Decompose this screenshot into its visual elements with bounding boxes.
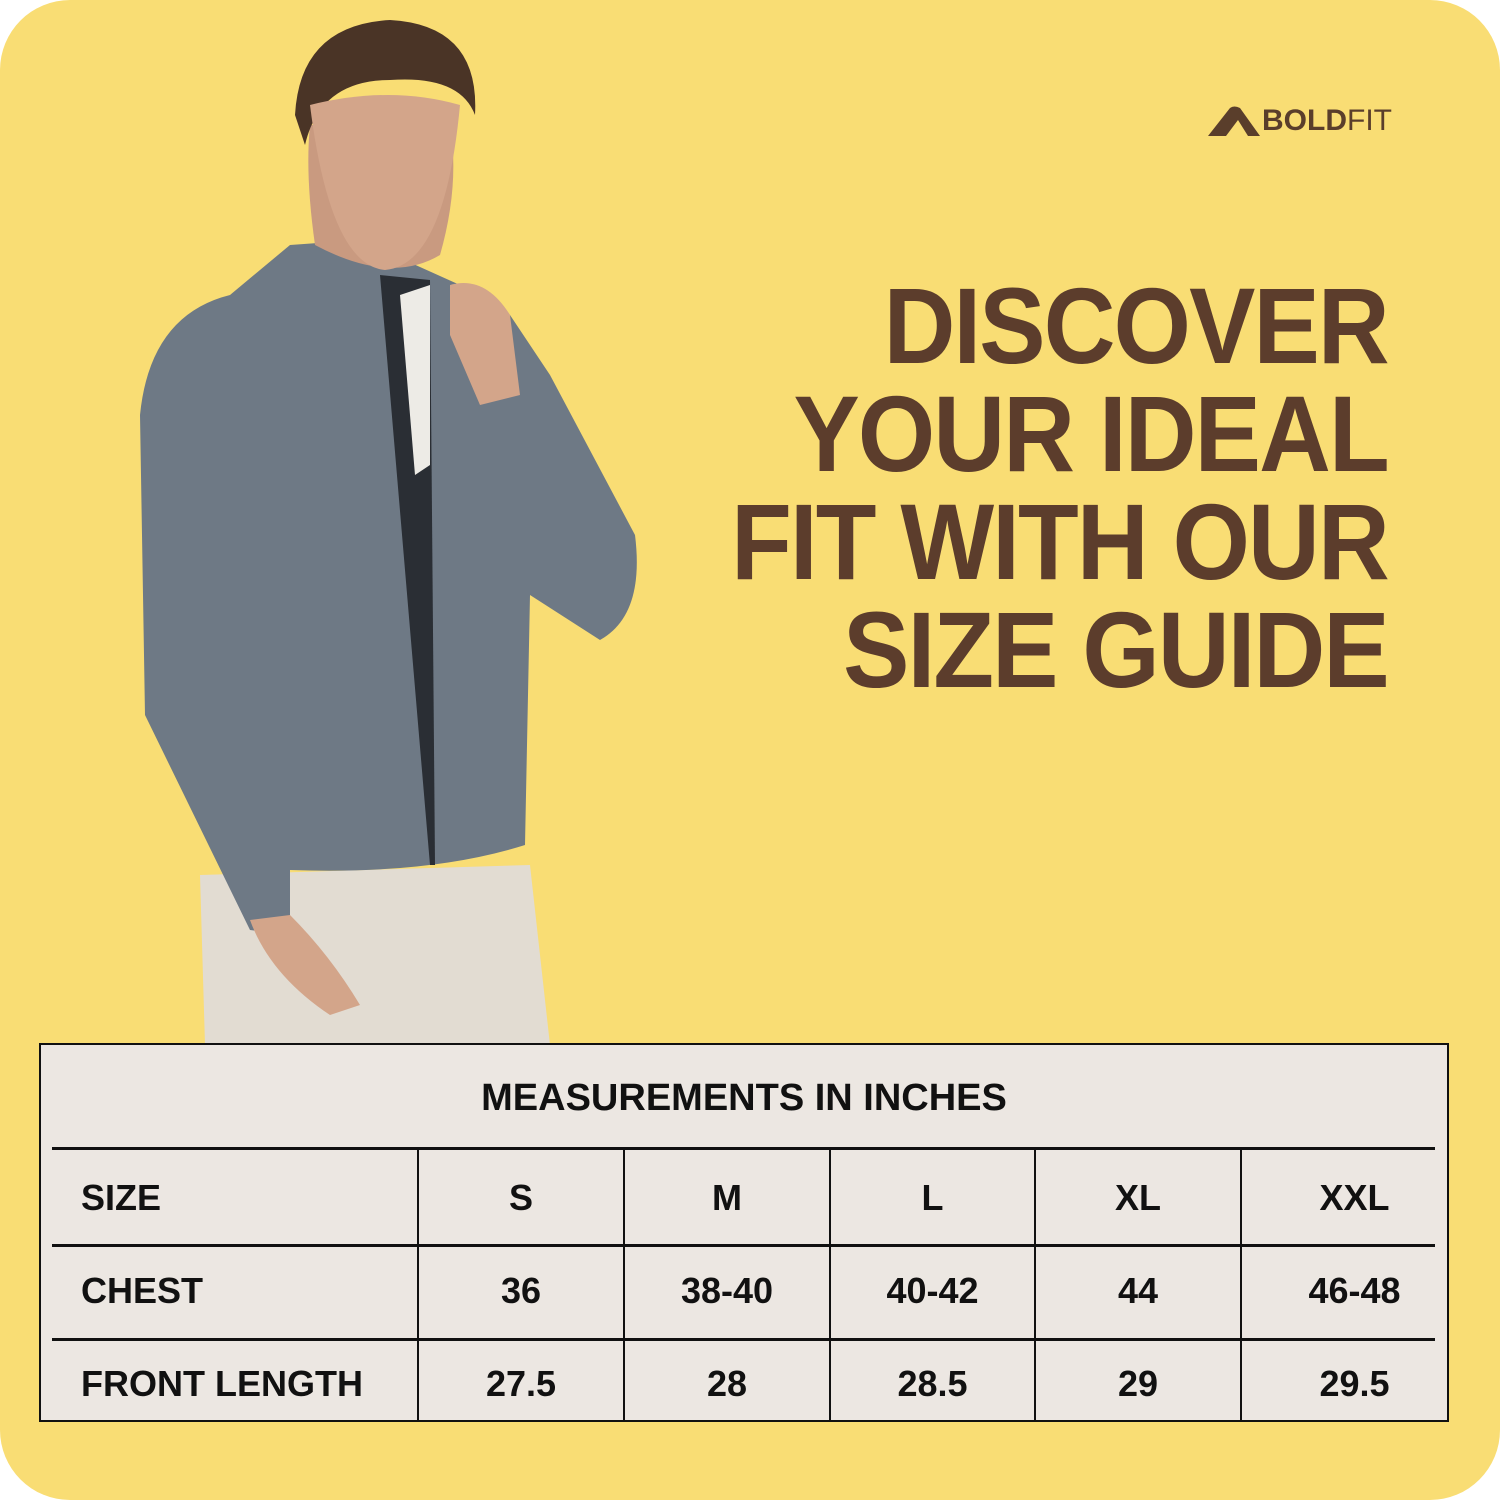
model-photo xyxy=(140,20,637,1045)
headline-line: DISCOVER xyxy=(883,265,1390,386)
table-cell: 46-48 xyxy=(1308,1270,1401,1311)
divider xyxy=(52,1244,1435,1247)
header-size-label: SIZE xyxy=(81,1177,162,1218)
divider xyxy=(417,1149,419,1420)
headline: DISCOVER YOUR IDEAL FIT WITH OUR SIZE GU… xyxy=(731,265,1390,710)
table-title: MEASUREMENTS IN INCHES xyxy=(481,1077,1007,1119)
table-cell: 27.5 xyxy=(485,1363,557,1404)
size-chart-table: MEASUREMENTS IN INCHES SIZE S M L XL XXL… xyxy=(39,1043,1449,1422)
divider xyxy=(52,1147,1435,1150)
headline-line: SIZE GUIDE xyxy=(843,589,1390,710)
table-cell: 44 xyxy=(1117,1270,1159,1311)
table-cell: 28 xyxy=(706,1363,748,1404)
table-cell: 38-40 xyxy=(680,1270,774,1311)
boldfit-logo-mark-icon xyxy=(1208,106,1260,136)
logo-text-light: FIT xyxy=(1347,104,1392,137)
table-cell: 29 xyxy=(1117,1363,1159,1404)
header-size: M xyxy=(712,1177,742,1218)
boldfit-logo: BOLDFIT xyxy=(1208,104,1392,138)
divider xyxy=(623,1149,625,1420)
divider xyxy=(829,1149,831,1420)
header-size: S xyxy=(508,1177,533,1218)
divider xyxy=(52,1338,1435,1341)
table-cell: 40-42 xyxy=(886,1270,979,1311)
table-cell: 29.5 xyxy=(1319,1363,1390,1404)
divider xyxy=(1240,1149,1242,1420)
row-label-front-length: FRONT LENGTH xyxy=(81,1363,363,1404)
logo-text-bold: BOLD xyxy=(1262,104,1347,137)
table-cell: 36 xyxy=(500,1270,542,1311)
header-size: L xyxy=(921,1177,944,1218)
header-size: XXL xyxy=(1319,1177,1390,1218)
header-size: XL xyxy=(1114,1177,1161,1218)
divider xyxy=(1034,1149,1036,1420)
row-label-chest: CHEST xyxy=(81,1270,204,1311)
headline-line: FIT WITH OUR xyxy=(731,481,1390,602)
headline-line: YOUR IDEAL xyxy=(793,373,1390,494)
table-cell: 28.5 xyxy=(897,1363,968,1404)
